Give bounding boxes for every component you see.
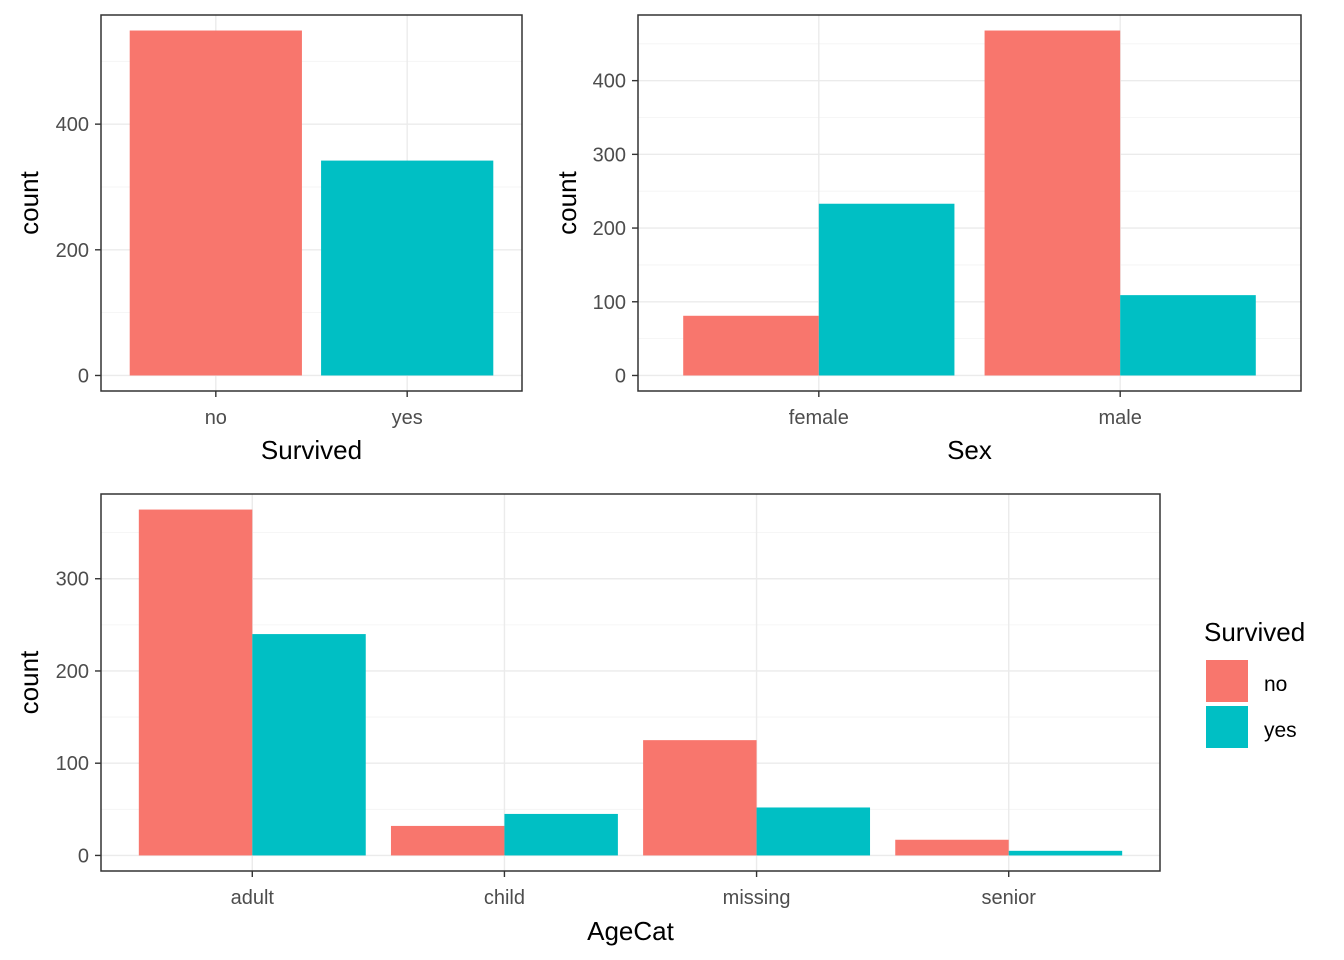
- y-tick-label: 0: [78, 365, 89, 387]
- bar-female-yes: [818, 203, 955, 376]
- x-tick-label-senior: senior: [981, 887, 1036, 909]
- y-axis-title: count: [14, 650, 44, 714]
- y-tick-label: 0: [615, 365, 626, 387]
- bar-no-no: [129, 30, 302, 376]
- y-tick-label: 300: [56, 569, 89, 591]
- x-tick-label-no: no: [205, 407, 227, 429]
- y-tick-label: 300: [593, 144, 626, 166]
- y-axis-title: count: [14, 170, 44, 234]
- legend-label-yes: yes: [1264, 719, 1297, 742]
- bar-female-no: [683, 315, 819, 376]
- bar-child-yes: [504, 813, 618, 856]
- bar-adult-yes: [252, 634, 366, 856]
- chart-agecat: 0 100 200 300 adult child missing senior AgeCat c…: [14, 493, 1161, 946]
- x-axis-title: Sex: [947, 435, 992, 465]
- x-tick-label-male: male: [1099, 407, 1142, 429]
- bar-yes-yes: [321, 160, 494, 376]
- y-tick-label: 200: [56, 661, 89, 683]
- bar-missing-no: [643, 740, 757, 856]
- y-tick-label: 200: [56, 240, 89, 262]
- chart-sex: 0 100 200 300 400 female male Sex count: [552, 14, 1302, 465]
- bar-adult-no: [138, 509, 253, 856]
- bar-missing-yes: [756, 807, 871, 856]
- x-tick-label-female: female: [789, 407, 849, 429]
- y-axis-title: count: [552, 170, 582, 234]
- x-tick-label-adult: adult: [231, 887, 275, 909]
- y-tick-label: 200: [593, 218, 626, 240]
- y-tick-label: 400: [593, 71, 626, 93]
- y-tick-label: 0: [78, 845, 89, 867]
- legend-key-no: [1206, 660, 1248, 702]
- panel-border: [637, 14, 1302, 392]
- bar-male-no: [984, 30, 1121, 376]
- x-axis-title: Survived: [261, 435, 362, 465]
- legend-label-no: no: [1264, 673, 1287, 696]
- panel-border: [100, 14, 523, 392]
- legend: Survived no yes: [1204, 617, 1305, 748]
- bar-child-no: [390, 825, 505, 856]
- legend-key-yes: [1206, 706, 1248, 748]
- x-tick-label-missing: missing: [723, 887, 791, 909]
- y-tick-label: 100: [56, 753, 89, 775]
- x-axis-title: AgeCat: [587, 916, 674, 946]
- x-tick-label-child: child: [484, 887, 525, 909]
- bar-senior-no: [895, 839, 1009, 856]
- x-tick-label-yes: yes: [392, 407, 423, 429]
- chart-survived: 0 200 400 no yes Survived count: [14, 14, 523, 465]
- y-tick-label: 100: [593, 292, 626, 314]
- panel-border: [100, 493, 1161, 872]
- legend-title: Survived: [1204, 617, 1305, 647]
- bar-male-yes: [1120, 295, 1256, 376]
- y-tick-label: 400: [56, 114, 89, 136]
- bar-senior-yes: [1008, 850, 1123, 856]
